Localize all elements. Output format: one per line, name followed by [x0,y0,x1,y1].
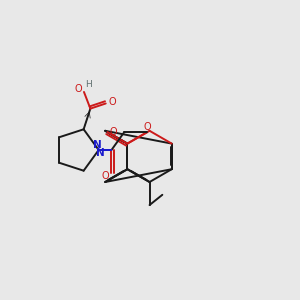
Text: N: N [93,140,102,150]
Text: O: O [101,171,109,181]
Text: O: O [143,122,151,133]
Text: N: N [96,148,104,158]
Text: O: O [108,97,116,107]
Text: O: O [109,127,117,137]
Text: O: O [74,84,82,94]
Text: H: H [85,80,92,89]
